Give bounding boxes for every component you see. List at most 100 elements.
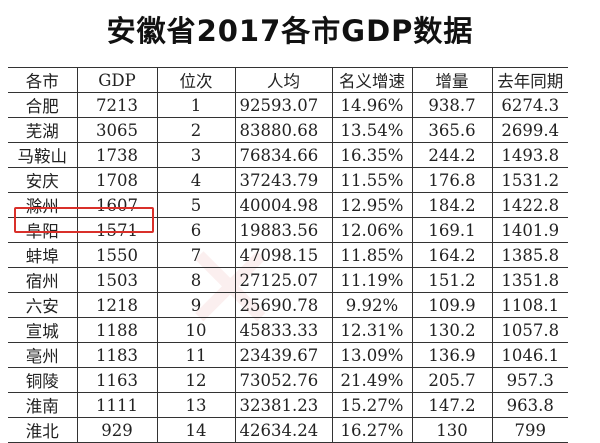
table-cell: 151.2 [411,267,493,293]
table-cell: 130 [411,417,493,443]
table-cell: 11.19% [331,267,413,293]
table-cell: 21.49% [331,367,413,393]
table-cell: 5 [156,192,236,218]
table-cell: 铜陵 [8,367,78,393]
table-cell: 1550 [76,242,158,268]
table-cell: 阜阳 [8,217,78,243]
table-cell: 1188 [76,317,158,343]
table-cell: 938.7 [411,92,493,118]
column-header: 名义增速 [331,67,413,93]
table-cell: 42634.24 [234,417,333,443]
table-cell: 1 [156,92,236,118]
table-cell: 16.35% [331,142,413,168]
gdp-table: 各市 GDP 位次 人均 名义增速 增量 去年同期 合肥 7213 1 92593.07 14.96… [8,67,568,443]
table-cell: 23439.67 [234,342,333,368]
table-cell: 130.2 [411,317,493,343]
table-cell: 15.27% [331,392,413,418]
table-cell: 184.2 [411,192,493,218]
table-row: 六安 1218 9 25690.78 9.92% 109.9 1108.1 [8,292,568,318]
column-header: 各市 [8,67,78,93]
table-cell: 32381.23 [234,392,333,418]
table-cell: 2699.4 [491,117,568,143]
table-cell: 176.8 [411,167,493,193]
table-cell: 929 [76,417,158,443]
table-cell: 10 [156,317,236,343]
table-cell: 3065 [76,117,158,143]
table-cell: 7 [156,242,236,268]
table-cell: 1607 [76,192,158,218]
table-cell: 1163 [76,367,158,393]
table-row: 淮北 929 14 42634.24 16.27% 130 799 [8,417,568,443]
table-cell: 2 [156,117,236,143]
table-cell: 宣城 [8,317,78,343]
table-cell: 109.9 [411,292,493,318]
table-cell: 滁州 [8,192,78,218]
table-cell: 1057.8 [491,317,568,343]
table-cell: 9.92% [331,292,413,318]
table-cell: 1183 [76,342,158,368]
table-cell: 1046.1 [491,342,568,368]
table-row: 宿州 1503 8 27125.07 11.19% 151.2 1351.8 [8,267,568,293]
table-cell: 12 [156,367,236,393]
table-cell: 963.8 [491,392,568,418]
table-cell: 1351.8 [491,267,568,293]
table-cell: 11 [156,342,236,368]
table-cell: 73052.76 [234,367,333,393]
table-cell: 11.55% [331,167,413,193]
table-cell: 27125.07 [234,267,333,293]
table-cell: 1111 [76,392,158,418]
table-cell: 8 [156,267,236,293]
table-row: 安庆 1708 4 37243.79 11.55% 176.8 1531.2 [8,167,568,193]
column-header: 人均 [234,67,333,93]
table-cell: 1738 [76,142,158,168]
table-cell: 957.3 [491,367,568,393]
table-cell: 3 [156,142,236,168]
table-cell: 亳州 [8,342,78,368]
page-title: 安徽省2017各市GDP数据 [106,14,474,48]
table-cell: 136.9 [411,342,493,368]
table-cell: 14 [156,417,236,443]
table-cell: 6 [156,217,236,243]
table-row: 合肥 7213 1 92593.07 14.96% 938.7 6274.3 [8,92,568,118]
table-cell: 47098.15 [234,242,333,268]
table-row: 芜湖 3065 2 83880.68 13.54% 365.6 2699.4 [8,117,568,143]
table-cell: 六安 [8,292,78,318]
table-cell: 11.85% [331,242,413,268]
table-cell: 365.6 [411,117,493,143]
column-header: GDP [76,67,158,93]
table-cell: 12.95% [331,192,413,218]
table-cell: 13.54% [331,117,413,143]
table-row: 淮南 1111 13 32381.23 15.27% 147.2 963.8 [8,392,568,418]
table-cell: 14.96% [331,92,413,118]
table-row: 宣城 1188 10 45833.33 12.31% 130.2 1057.8 [8,317,568,343]
table-cell: 马鞍山 [8,142,78,168]
table-cell: 1218 [76,292,158,318]
table-cell: 芜湖 [8,117,78,143]
table-row: 亳州 1183 11 23439.67 13.09% 136.9 1046.1 [8,342,568,368]
table-cell: 4 [156,167,236,193]
table-cell: 37243.79 [234,167,333,193]
table-cell: 205.7 [411,367,493,393]
table-cell: 1531.2 [491,167,568,193]
table-cell: 宿州 [8,267,78,293]
table-cell: 16.27% [331,417,413,443]
table-header-row: 各市 GDP 位次 人均 名义增速 增量 去年同期 [8,67,568,93]
table-cell: 12.06% [331,217,413,243]
table-cell: 1401.9 [491,217,568,243]
table-cell: 25690.78 [234,292,333,318]
column-header: 增量 [411,67,493,93]
table-cell: 40004.98 [234,192,333,218]
table-cell: 244.2 [411,142,493,168]
table-cell: 蚌埠 [8,242,78,268]
table-cell: 7213 [76,92,158,118]
table-cell: 6274.3 [491,92,568,118]
table-cell: 13.09% [331,342,413,368]
table-cell: 合肥 [8,92,78,118]
table-cell: 1108.1 [491,292,568,318]
table-cell: 76834.66 [234,142,333,168]
table-cell: 1493.8 [491,142,568,168]
table-cell: 13 [156,392,236,418]
table-cell: 淮北 [8,417,78,443]
column-header: 位次 [156,67,236,93]
table-cell: 1708 [76,167,158,193]
